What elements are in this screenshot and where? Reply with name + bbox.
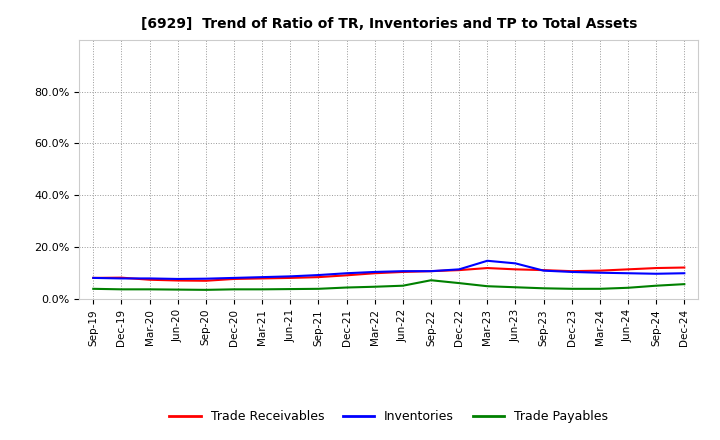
Trade Payables [680,282,688,287]
Trade Receivables [680,265,688,270]
Trade Payables [370,284,379,290]
Trade Payables [399,283,408,288]
Trade Receivables [511,267,520,272]
Trade Payables [652,283,660,288]
Inventories [314,272,323,278]
Inventories [455,267,464,272]
Trade Payables [455,280,464,286]
Inventories [624,271,632,276]
Line: Trade Receivables: Trade Receivables [94,268,684,281]
Inventories [230,275,238,281]
Trade Payables [145,287,154,292]
Trade Payables [539,286,548,291]
Trade Payables [174,287,182,292]
Trade Receivables [89,275,98,281]
Inventories [539,268,548,273]
Trade Payables [258,287,266,292]
Trade Receivables [145,277,154,282]
Trade Receivables [117,275,126,280]
Trade Payables [427,278,436,283]
Trade Payables [89,286,98,291]
Trade Payables [230,287,238,292]
Trade Payables [117,287,126,292]
Inventories [370,269,379,275]
Trade Payables [624,285,632,290]
Trade Receivables [314,275,323,280]
Inventories [286,274,294,279]
Title: [6929]  Trend of Ratio of TR, Inventories and TP to Total Assets: [6929] Trend of Ratio of TR, Inventories… [140,18,637,32]
Inventories [258,275,266,280]
Trade Receivables [595,268,604,273]
Inventories [202,276,210,281]
Trade Receivables [370,271,379,276]
Trade Receivables [455,268,464,273]
Line: Trade Payables: Trade Payables [94,280,684,290]
Line: Inventories: Inventories [94,261,684,279]
Inventories [89,275,98,281]
Trade Receivables [539,268,548,273]
Trade Payables [595,286,604,291]
Inventories [652,271,660,276]
Trade Receivables [567,268,576,274]
Trade Payables [567,286,576,291]
Trade Receivables [427,268,436,274]
Inventories [483,258,492,264]
Inventories [567,269,576,275]
Inventories [511,261,520,266]
Trade Payables [342,285,351,290]
Legend: Trade Receivables, Inventories, Trade Payables: Trade Receivables, Inventories, Trade Pa… [164,405,613,428]
Trade Receivables [230,276,238,282]
Trade Receivables [202,278,210,283]
Trade Receivables [624,267,632,272]
Inventories [117,276,126,281]
Inventories [174,276,182,282]
Trade Receivables [286,275,294,281]
Trade Payables [286,286,294,292]
Trade Receivables [483,265,492,271]
Inventories [680,271,688,276]
Trade Receivables [174,278,182,283]
Inventories [145,276,154,281]
Inventories [342,271,351,276]
Trade Payables [314,286,323,291]
Inventories [427,268,436,274]
Trade Receivables [652,265,660,271]
Trade Payables [202,287,210,293]
Inventories [399,268,408,274]
Inventories [595,270,604,275]
Trade Payables [511,285,520,290]
Trade Receivables [399,269,408,275]
Trade Receivables [258,276,266,281]
Trade Payables [483,284,492,289]
Trade Receivables [342,273,351,278]
